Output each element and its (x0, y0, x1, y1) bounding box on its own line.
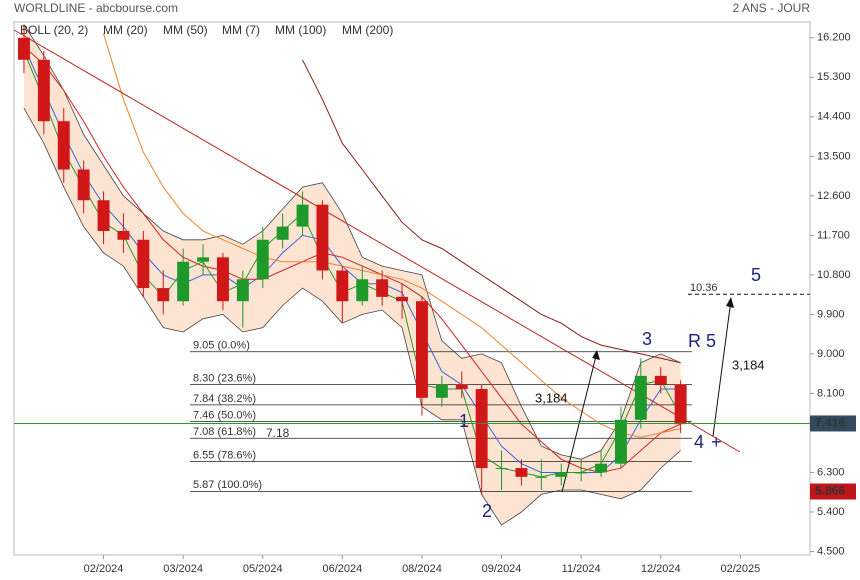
candle-body (555, 472, 568, 477)
projection-arrow (712, 299, 732, 437)
candle-body (674, 384, 687, 425)
y-tick-label: 9.900 (817, 308, 845, 320)
wave-label: + (711, 432, 722, 452)
candle-body (296, 204, 309, 227)
x-tick-label: 06/2024 (322, 563, 362, 575)
candle-body (137, 239, 150, 289)
candle-body (117, 230, 130, 240)
candle-body (595, 463, 608, 473)
y-tick-label: 14.400 (817, 111, 851, 123)
chart-title: WORLDLINE - abcbourse.com (14, 1, 178, 15)
candle-body (614, 419, 627, 464)
wave-label: 1 (459, 411, 469, 431)
y-tick-label: 4.500 (817, 545, 845, 557)
y-tick-label: 9.000 (817, 348, 845, 360)
candle-body (77, 169, 90, 201)
x-tick-label: 08/2024 (402, 563, 442, 575)
fib-label: 5.87 (100.0%) (193, 479, 262, 491)
moving-average (103, 33, 681, 438)
fib-label: 6.55 (78.6%) (193, 449, 256, 461)
last-price-box (810, 415, 856, 432)
candle-body (435, 384, 448, 398)
wave-label: 3 (642, 329, 652, 349)
candle-body (396, 296, 409, 302)
candle-body (256, 239, 269, 280)
candle-body (57, 121, 70, 170)
candle-body (216, 257, 229, 302)
target-label: 10.36 (690, 282, 718, 294)
projection-arrow (561, 351, 598, 493)
candle-body (336, 270, 349, 302)
y-tick-label: 5.400 (817, 506, 845, 518)
candle-body (316, 204, 329, 271)
candle-body (415, 301, 428, 398)
x-tick-label: 09/2024 (482, 563, 522, 575)
wave-label: 5 (751, 265, 761, 285)
legend-entry: MM (20) (103, 23, 148, 37)
moving-average (23, 50, 682, 478)
x-tick-label: 03/2024 (163, 563, 203, 575)
y-tick-label: 13.500 (817, 150, 851, 162)
y-tick-label: 8.100 (817, 387, 845, 399)
arrow-head (592, 350, 600, 360)
candle-body (17, 37, 30, 60)
x-tick-label: 11/2024 (562, 563, 601, 575)
candle-body (515, 468, 528, 477)
wave-label: 2 (482, 501, 492, 521)
moving-average (23, 46, 681, 474)
y-tick-label: 16.200 (817, 32, 851, 44)
candle-body (455, 384, 468, 390)
candle-body (495, 468, 508, 470)
y-tick-label: 10.800 (817, 269, 851, 281)
y-tick-label: 12.600 (817, 190, 851, 202)
fib-label: 7.84 (38.2%) (193, 393, 256, 405)
wave-label: 4 (694, 432, 704, 452)
low-price-label: 5.866 (815, 484, 845, 498)
trend-line (13, 29, 741, 453)
candle-body (634, 375, 647, 420)
legend-entry: MM (100) (275, 23, 326, 37)
fib-label: 7.46 (50.0%) (193, 409, 256, 421)
legend-entry: MM (50) (163, 23, 208, 37)
fib-label: 9.05 (0.0%) (193, 340, 250, 352)
candle-body (157, 288, 170, 302)
candle-body (654, 375, 667, 385)
marker-label: 7.18 (266, 426, 290, 440)
candle-body (97, 200, 110, 231)
wave-label: R 5 (688, 331, 716, 351)
y-tick-label: 11.700 (817, 229, 850, 241)
y-tick-label: 6.300 (817, 466, 845, 478)
legend-entry: BOLL (20, 2) (20, 23, 88, 37)
x-tick-label: 05/2024 (243, 563, 283, 575)
arrow-head (726, 297, 734, 308)
x-tick-label: 02/2025 (720, 563, 760, 575)
legend-entry: MM (7) (222, 23, 260, 37)
legend-entry: MM (200) (342, 23, 393, 37)
candle-body (236, 279, 249, 302)
moving-average (302, 59, 681, 364)
candle-body (475, 389, 488, 469)
candle-body (197, 257, 210, 262)
projection-label: 3,184 (535, 390, 568, 405)
x-tick-label: 12/2024 (641, 563, 681, 575)
candle-body (177, 261, 190, 302)
fib-label: 7.08 (61.8%) (193, 426, 256, 438)
period-label: 2 ANS - JOUR (733, 1, 811, 15)
candle-body (37, 59, 50, 122)
candle-body (376, 279, 389, 297)
low-price-box (810, 483, 856, 500)
last-price-label: 7.416 (815, 416, 845, 430)
candle-body (575, 472, 588, 474)
candle-body (356, 279, 369, 302)
candle-body (535, 476, 548, 478)
candle-body (276, 226, 289, 240)
band-lower (23, 107, 681, 526)
x-tick-label: 02/2024 (84, 563, 124, 575)
y-tick-label: 15.300 (817, 71, 851, 83)
projection-label: 3,184 (732, 357, 765, 372)
fib-label: 8.30 (23.6%) (193, 373, 256, 385)
